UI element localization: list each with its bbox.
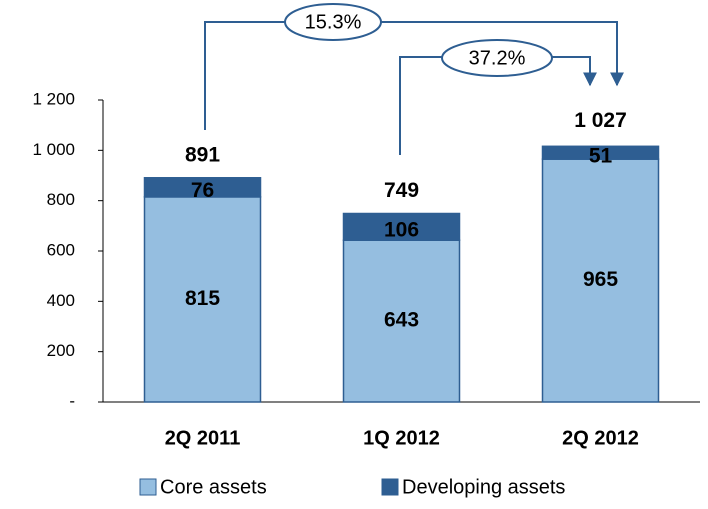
annotation-arrows [204, 3, 624, 155]
annotation: 37.2% [469, 47, 526, 69]
y-tick-label: 200 [47, 341, 75, 360]
y-tick-label: 400 [47, 291, 75, 310]
segment-label: 106 [384, 218, 419, 241]
x-tick-label: 2Q 2012 [562, 427, 639, 449]
annotation-ellipse [441, 39, 553, 77]
x-tick-label: 1Q 2012 [363, 427, 440, 449]
segment-label: 76 [191, 179, 214, 202]
segment-label: 51 [589, 144, 613, 167]
segment-label: 815 [185, 287, 220, 310]
annotation: 15.3% [305, 11, 362, 33]
y-tick-label: 1 200 [32, 89, 75, 108]
y-tick-label: - [69, 391, 75, 410]
y-tick-label: 600 [47, 240, 75, 259]
bar-segment [541, 158, 660, 403]
total-label: 891 [185, 143, 220, 166]
legend-swatch [139, 478, 157, 496]
legend-label: Developing assets [402, 476, 565, 498]
x-tick-label: 2Q 2011 [165, 427, 241, 449]
legend-swatch [381, 478, 399, 496]
segment-label: 965 [583, 268, 618, 291]
total-label: 749 [384, 179, 419, 202]
bar-segment [143, 196, 262, 403]
y-tick-label: 1 000 [32, 140, 75, 159]
bar-segment [143, 177, 262, 198]
bar-segment [541, 145, 660, 160]
bar-segment [342, 212, 461, 241]
legend-label: Core assets [160, 476, 267, 498]
arrow [204, 21, 624, 130]
total-label: 1 027 [574, 109, 627, 132]
bar-segment [342, 239, 461, 403]
segment-label: 643 [384, 309, 419, 332]
y-tick-label: 800 [47, 190, 75, 209]
annotation-ellipse [284, 3, 382, 41]
